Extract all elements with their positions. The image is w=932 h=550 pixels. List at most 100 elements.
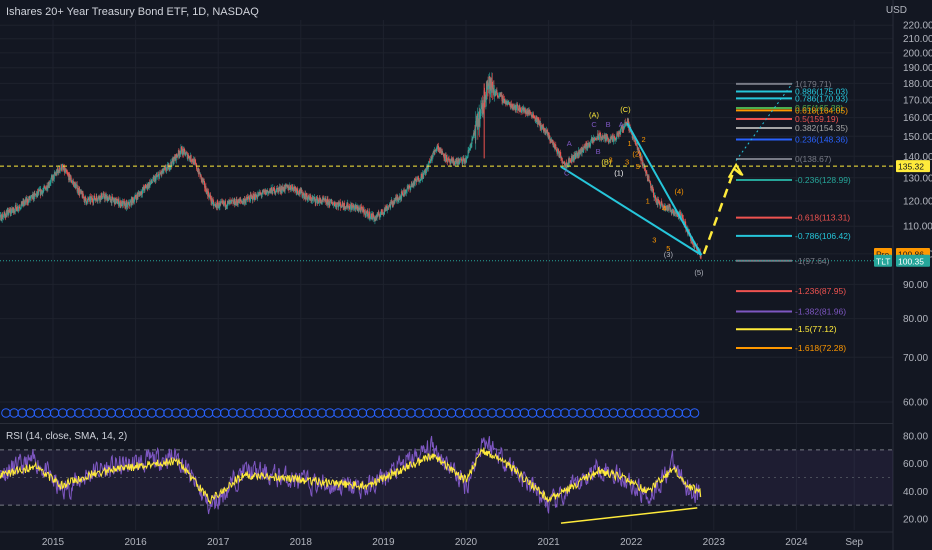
candle-body (111, 196, 113, 204)
candle-body (638, 147, 640, 154)
candle-body (510, 103, 512, 106)
candle-body (260, 193, 262, 196)
candle-body (194, 161, 196, 163)
candle-body (156, 176, 158, 178)
time-tick-label: 2021 (537, 537, 560, 548)
candle-body (246, 196, 248, 200)
candle-body (437, 145, 439, 150)
candle-body (583, 147, 585, 151)
candle-body (582, 150, 584, 152)
candle-body (325, 198, 327, 203)
event-markers (1, 408, 700, 418)
candle-body (207, 191, 209, 196)
candle-body (284, 190, 286, 192)
price-tick-label: 180.00 (903, 79, 932, 90)
fib-level-label: 0.236(148.36) (795, 134, 848, 144)
candle-body (370, 214, 372, 217)
candle-body (625, 123, 627, 125)
candle-body (116, 203, 118, 205)
candle-body (105, 196, 107, 199)
candle-body (449, 159, 451, 164)
price-tick-label: 170.00 (903, 95, 932, 106)
candle-body (497, 95, 499, 97)
candle-body (102, 193, 104, 197)
fib-level-label: 0.886(175.03) (795, 87, 848, 97)
candle-body (671, 211, 673, 214)
candle-body (163, 168, 165, 169)
candle-body (208, 195, 210, 199)
candle-body (27, 199, 29, 203)
candle-body (143, 186, 145, 190)
candle-body (406, 188, 408, 191)
event-marker (479, 408, 489, 418)
candle-body (77, 188, 79, 193)
candle-body (682, 218, 684, 224)
candle-body (308, 195, 310, 198)
event-marker (398, 408, 408, 418)
candle-body (571, 159, 573, 162)
candle-body (95, 195, 97, 202)
fib-level-label: -1.382(81.96) (795, 307, 846, 317)
candle-body (81, 190, 83, 194)
candle-body (684, 221, 686, 225)
candle-body (365, 215, 367, 217)
candle-body (277, 188, 279, 193)
candle-body (450, 159, 452, 164)
candle-body (342, 201, 344, 206)
rsi-tick-label: 40.00 (903, 487, 928, 498)
candle-body (178, 150, 180, 153)
candle-body (317, 200, 319, 204)
candle-body (368, 211, 370, 219)
candle-body (158, 174, 160, 179)
candle-body (90, 198, 92, 202)
price-tag-pre-value: 100.86 (898, 249, 924, 259)
candle-body (94, 195, 96, 200)
candle-body (182, 148, 184, 155)
candle-body (306, 193, 308, 197)
candle-body (641, 156, 643, 159)
candle-body (660, 204, 662, 206)
candle-body (271, 187, 273, 190)
candle-body (128, 202, 130, 206)
candle-body (202, 179, 204, 183)
candle-body (410, 184, 412, 187)
candle-body (13, 211, 15, 213)
candle-body (462, 159, 464, 164)
candle-body (88, 197, 90, 200)
target-dotted-line (735, 83, 793, 161)
candle-body (604, 138, 606, 141)
candle-body (471, 138, 473, 145)
candle-body (540, 126, 542, 130)
candle-body (185, 154, 187, 156)
time-tick-label: 2019 (372, 537, 395, 548)
candle-body (74, 182, 76, 188)
candle-body (402, 195, 404, 197)
candle-body (543, 129, 545, 130)
candle-body (203, 180, 205, 183)
wave-label: C (564, 169, 570, 178)
candle-body (417, 177, 419, 178)
candle-body (576, 153, 578, 157)
candle-body (274, 188, 276, 194)
event-marker (649, 408, 659, 418)
candle-body (650, 183, 652, 189)
candle-body (410, 186, 412, 188)
time-tick-label: 2022 (620, 537, 643, 548)
candle-body (518, 109, 520, 111)
candle-body (364, 209, 366, 216)
event-marker (608, 408, 619, 418)
candle-body (414, 179, 416, 184)
candle-body (349, 206, 351, 210)
price-tag-last: 100.35 (898, 256, 924, 266)
candle-body (497, 96, 499, 98)
candle-body (434, 149, 436, 154)
fib-level-label: -1.236(87.95) (795, 286, 846, 296)
candle-body (194, 160, 196, 162)
candle-body (313, 198, 315, 199)
candle-body (290, 186, 292, 190)
candle-body (345, 206, 347, 209)
event-marker (487, 408, 497, 418)
candle-body (467, 150, 469, 157)
candle-body (49, 184, 51, 186)
